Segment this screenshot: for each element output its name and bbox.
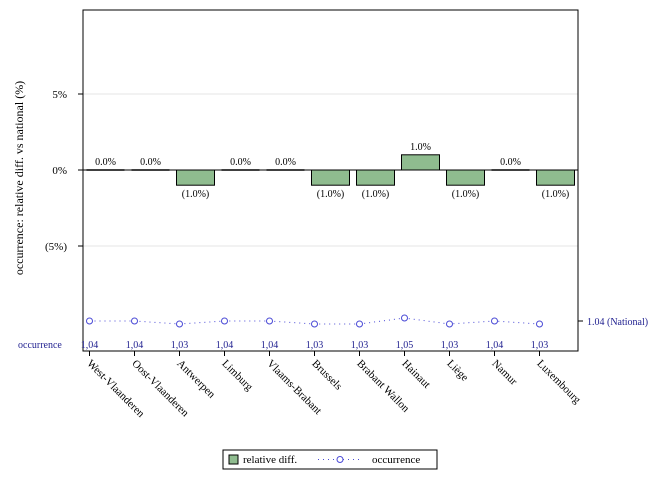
occurrence-point: [446, 320, 453, 328]
occurrence-point: [266, 317, 273, 325]
occurrence-value-label: 1,04: [261, 340, 279, 351]
y-axis: 5% 0% (5%): [45, 89, 83, 253]
occurrence-value-label: 1,04: [126, 340, 144, 351]
occurrence-value-label: 1,03: [306, 340, 324, 351]
bar-data-label: (1.0%): [452, 189, 480, 200]
y-axis-label: occurrence: relative diff. vs national (…: [12, 81, 26, 275]
bars: [86, 154, 575, 186]
bar-labels: 0.0% 0.0% (1.0%) 0.0% 0.0% (1.0%) (1.0%) 1.0% (1…: [95, 142, 569, 200]
x-category-label: Hainaut: [399, 358, 432, 391]
legend-bar-swatch: [228, 454, 239, 465]
x-category-label: Limburg: [219, 358, 255, 394]
y-tick-label: 0%: [52, 165, 67, 177]
bar-data-label: (1.0%): [542, 189, 570, 200]
x-category-label: Antwerpen: [174, 358, 217, 401]
x-category-label: Luxembourg: [534, 358, 583, 407]
occurrence-point: [536, 320, 543, 328]
y-tick-label: (5%): [45, 241, 67, 253]
bar-data-label: 0.0%: [500, 157, 521, 168]
bar-data-label: 0.0%: [95, 157, 116, 168]
occurrence-row-label: occurrence: [18, 340, 62, 351]
bar-data-label: (1.0%): [317, 189, 345, 200]
bar-data-label: 0.0%: [140, 157, 161, 168]
national-label: 1.04 (National): [587, 317, 648, 328]
bar: [311, 169, 350, 186]
bar-data-label: (1.0%): [182, 189, 210, 200]
occurrence-value-label: 1,04: [486, 340, 504, 351]
legend-label-relative-diff: relative diff.: [243, 454, 297, 466]
plot-frame: [82, 9, 579, 352]
bar: [401, 154, 440, 171]
occurrence-value-label: 1,05: [396, 340, 414, 351]
occurrence-labels: 1,04 1,04 1,03 1,04 1,04 1,03 1,03 1,05 1,03 1,04…: [81, 340, 549, 351]
occurrence-line: [86, 314, 543, 328]
bar: [536, 169, 575, 186]
bar: [176, 169, 215, 186]
legend-box: [222, 449, 438, 470]
bar-data-label: 0.0%: [230, 157, 251, 168]
y-tick-label: 5%: [52, 89, 67, 101]
gridlines: [83, 93, 578, 247]
occurrence-value-label: 1,03: [351, 340, 369, 351]
x-category-label: Liège: [444, 358, 470, 384]
bar: [446, 169, 485, 186]
legend-point-swatch: [336, 456, 344, 463]
occurrence-point: [356, 320, 363, 328]
x-category-label: Namur: [489, 358, 519, 388]
occurrence-point: [131, 317, 138, 325]
occurrence-point: [491, 317, 498, 325]
occurrence-value-label: 1,03: [531, 340, 549, 351]
x-category-label: Brussels: [309, 358, 344, 393]
bar-data-label: 0.0%: [275, 157, 296, 168]
bar-data-label: (1.0%): [362, 189, 390, 200]
occurrence-value-label: 1,03: [171, 340, 189, 351]
legend-label-occurrence: occurrence: [372, 454, 420, 466]
legend: relative diff. occurrence: [222, 449, 438, 470]
occurrence-value-label: 1,04: [81, 340, 99, 351]
occurrence-point: [176, 320, 183, 328]
occurrence-value-label: 1,04: [216, 340, 234, 351]
bar-data-label: 1.0%: [410, 142, 431, 153]
occurrence-value-label: 1,03: [441, 340, 459, 351]
bar: [356, 169, 395, 186]
occurrence-point: [311, 320, 318, 328]
occurrence-point: [221, 317, 228, 325]
occurrence-point: [86, 317, 93, 325]
occurrence-point: [401, 314, 408, 322]
